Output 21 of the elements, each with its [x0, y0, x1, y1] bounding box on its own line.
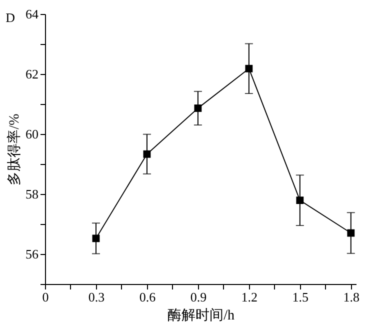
x-tick-label: 0 — [42, 290, 49, 304]
point — [245, 64, 253, 72]
y-tick-label: 60 — [26, 126, 38, 142]
point — [143, 150, 151, 158]
y-axis-title: 多肽得率/% — [6, 113, 22, 186]
point — [296, 196, 304, 204]
y-tick-label: 56 — [26, 246, 39, 262]
y-tick-label: 64 — [26, 6, 39, 22]
y-tick-label: 62 — [26, 66, 38, 82]
point — [194, 104, 202, 112]
x-tick-label: 1.2 — [241, 290, 258, 304]
x-tick-label: 1.8 — [343, 290, 360, 304]
text: D — [6, 10, 15, 25]
x-tick-label: 0.6 — [139, 290, 156, 304]
point — [92, 234, 100, 242]
x-axis-title: 酶解时间/h — [168, 308, 234, 324]
y-tick-label: 58 — [26, 186, 38, 202]
x-tick-label: 1.5 — [292, 290, 309, 304]
x-tick-label: 0.9 — [190, 290, 207, 304]
x-tick-label: 0.3 — [88, 290, 105, 304]
point — [347, 229, 355, 237]
